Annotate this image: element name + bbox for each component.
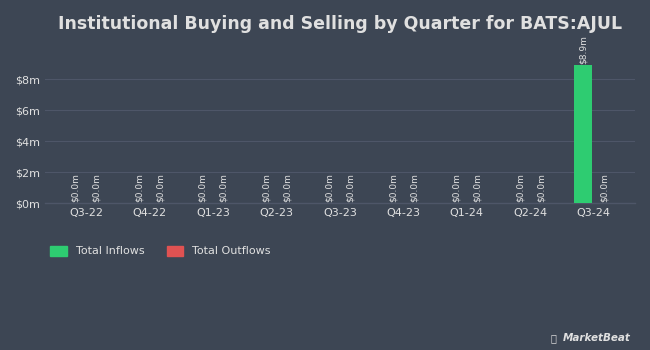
Legend: Total Inflows, Total Outflows: Total Inflows, Total Outflows bbox=[51, 246, 271, 257]
Text: $0.0m: $0.0m bbox=[325, 173, 334, 202]
Text: MarketBeat: MarketBeat bbox=[563, 333, 630, 343]
Text: $0.0m: $0.0m bbox=[389, 173, 397, 202]
Text: $0.0m: $0.0m bbox=[515, 173, 525, 202]
Bar bbox=[575, 65, 592, 203]
Text: $0.0m: $0.0m bbox=[410, 173, 419, 202]
Text: $8.9m: $8.9m bbox=[578, 35, 588, 64]
Text: $0.0m: $0.0m bbox=[536, 173, 545, 202]
Text: $0.0m: $0.0m bbox=[261, 173, 270, 202]
Text: $0.0m: $0.0m bbox=[600, 173, 608, 202]
Text: $0.0m: $0.0m bbox=[92, 173, 101, 202]
Text: $0.0m: $0.0m bbox=[155, 173, 164, 202]
Title: Institutional Buying and Selling by Quarter for BATS:AJUL: Institutional Buying and Selling by Quar… bbox=[58, 15, 622, 33]
Text: $0.0m: $0.0m bbox=[452, 173, 461, 202]
Text: $0.0m: $0.0m bbox=[135, 173, 144, 202]
Text: $0.0m: $0.0m bbox=[198, 173, 207, 202]
Text: $0.0m: $0.0m bbox=[219, 173, 228, 202]
Text: $0.0m: $0.0m bbox=[71, 173, 80, 202]
Text: $0.0m: $0.0m bbox=[473, 173, 482, 202]
Text: $0.0m: $0.0m bbox=[346, 173, 355, 202]
Text: ⼇: ⼇ bbox=[549, 333, 557, 343]
Text: $0.0m: $0.0m bbox=[283, 173, 291, 202]
